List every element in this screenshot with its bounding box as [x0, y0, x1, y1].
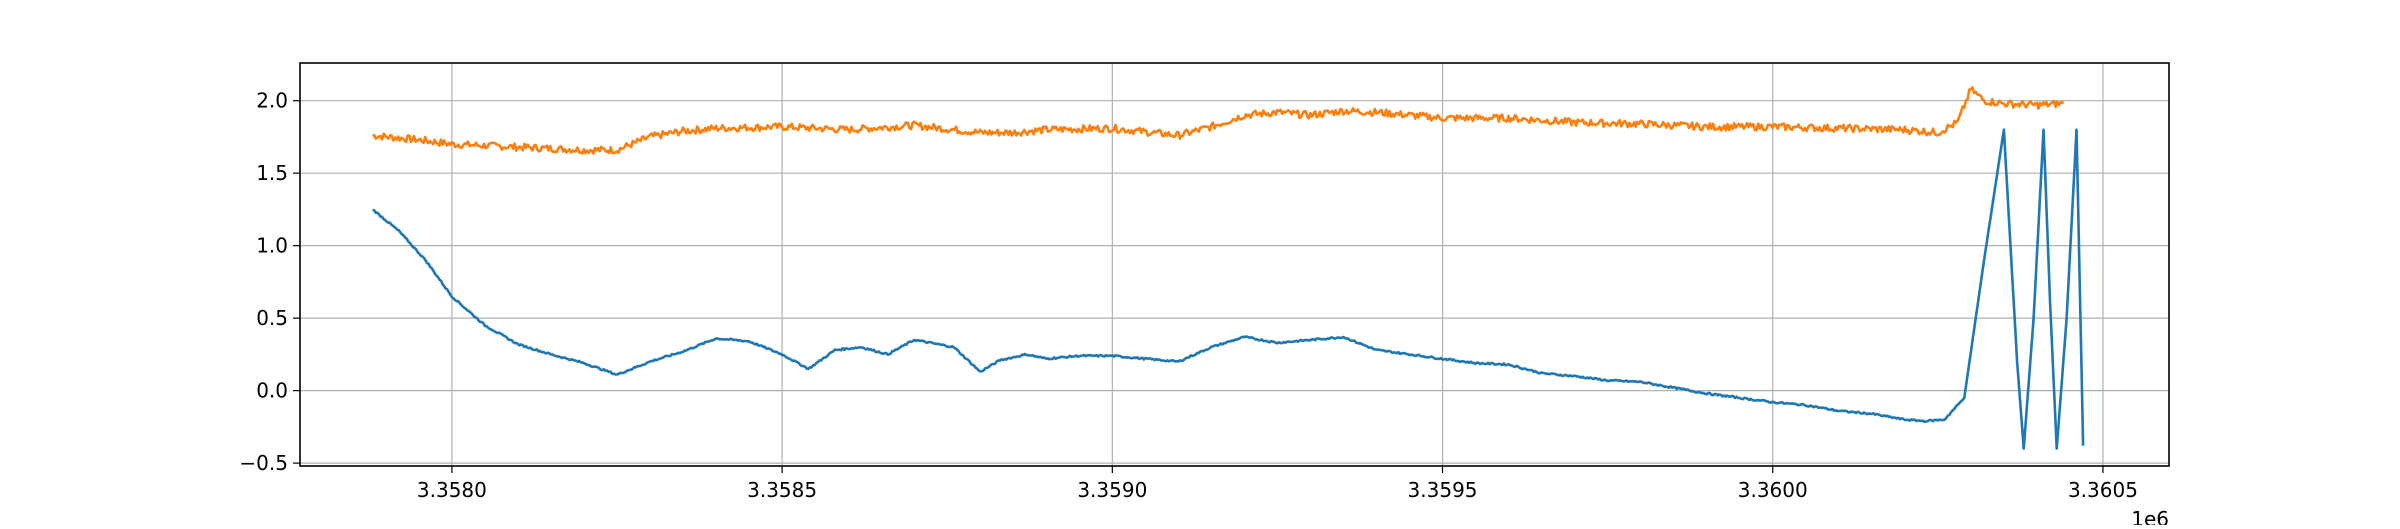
x-tick-label: 3.3595 [1408, 478, 1478, 502]
y-tick-label: 1.0 [256, 234, 288, 258]
y-tick-label: 1.5 [256, 161, 288, 185]
blue-series-line [372, 128, 2085, 450]
orange-series-line [372, 86, 2065, 155]
series-layer [372, 86, 2085, 450]
y-tick-label: 0.5 [256, 306, 288, 330]
x-tick-label: 3.3600 [1738, 478, 1808, 502]
x-tick-label: 3.3590 [1077, 478, 1147, 502]
y-tick-label: 2.0 [256, 89, 288, 113]
x-tick-label: 3.3580 [417, 478, 487, 502]
grid-layer [300, 63, 2169, 466]
x-axis-offset-label: 1e6 [2131, 507, 2169, 525]
tick-layer: 3.3580 3.3585 3.3590 3.3595 3.3600 3.3605 −0.5… [239, 89, 2138, 502]
x-tick-label: 3.3585 [747, 478, 817, 502]
plot-frame [299, 62, 2170, 467]
x-tick-label: 3.3605 [2068, 478, 2138, 502]
y-tick-label: 0.0 [256, 379, 288, 403]
y-tick-label: −0.5 [239, 451, 288, 475]
